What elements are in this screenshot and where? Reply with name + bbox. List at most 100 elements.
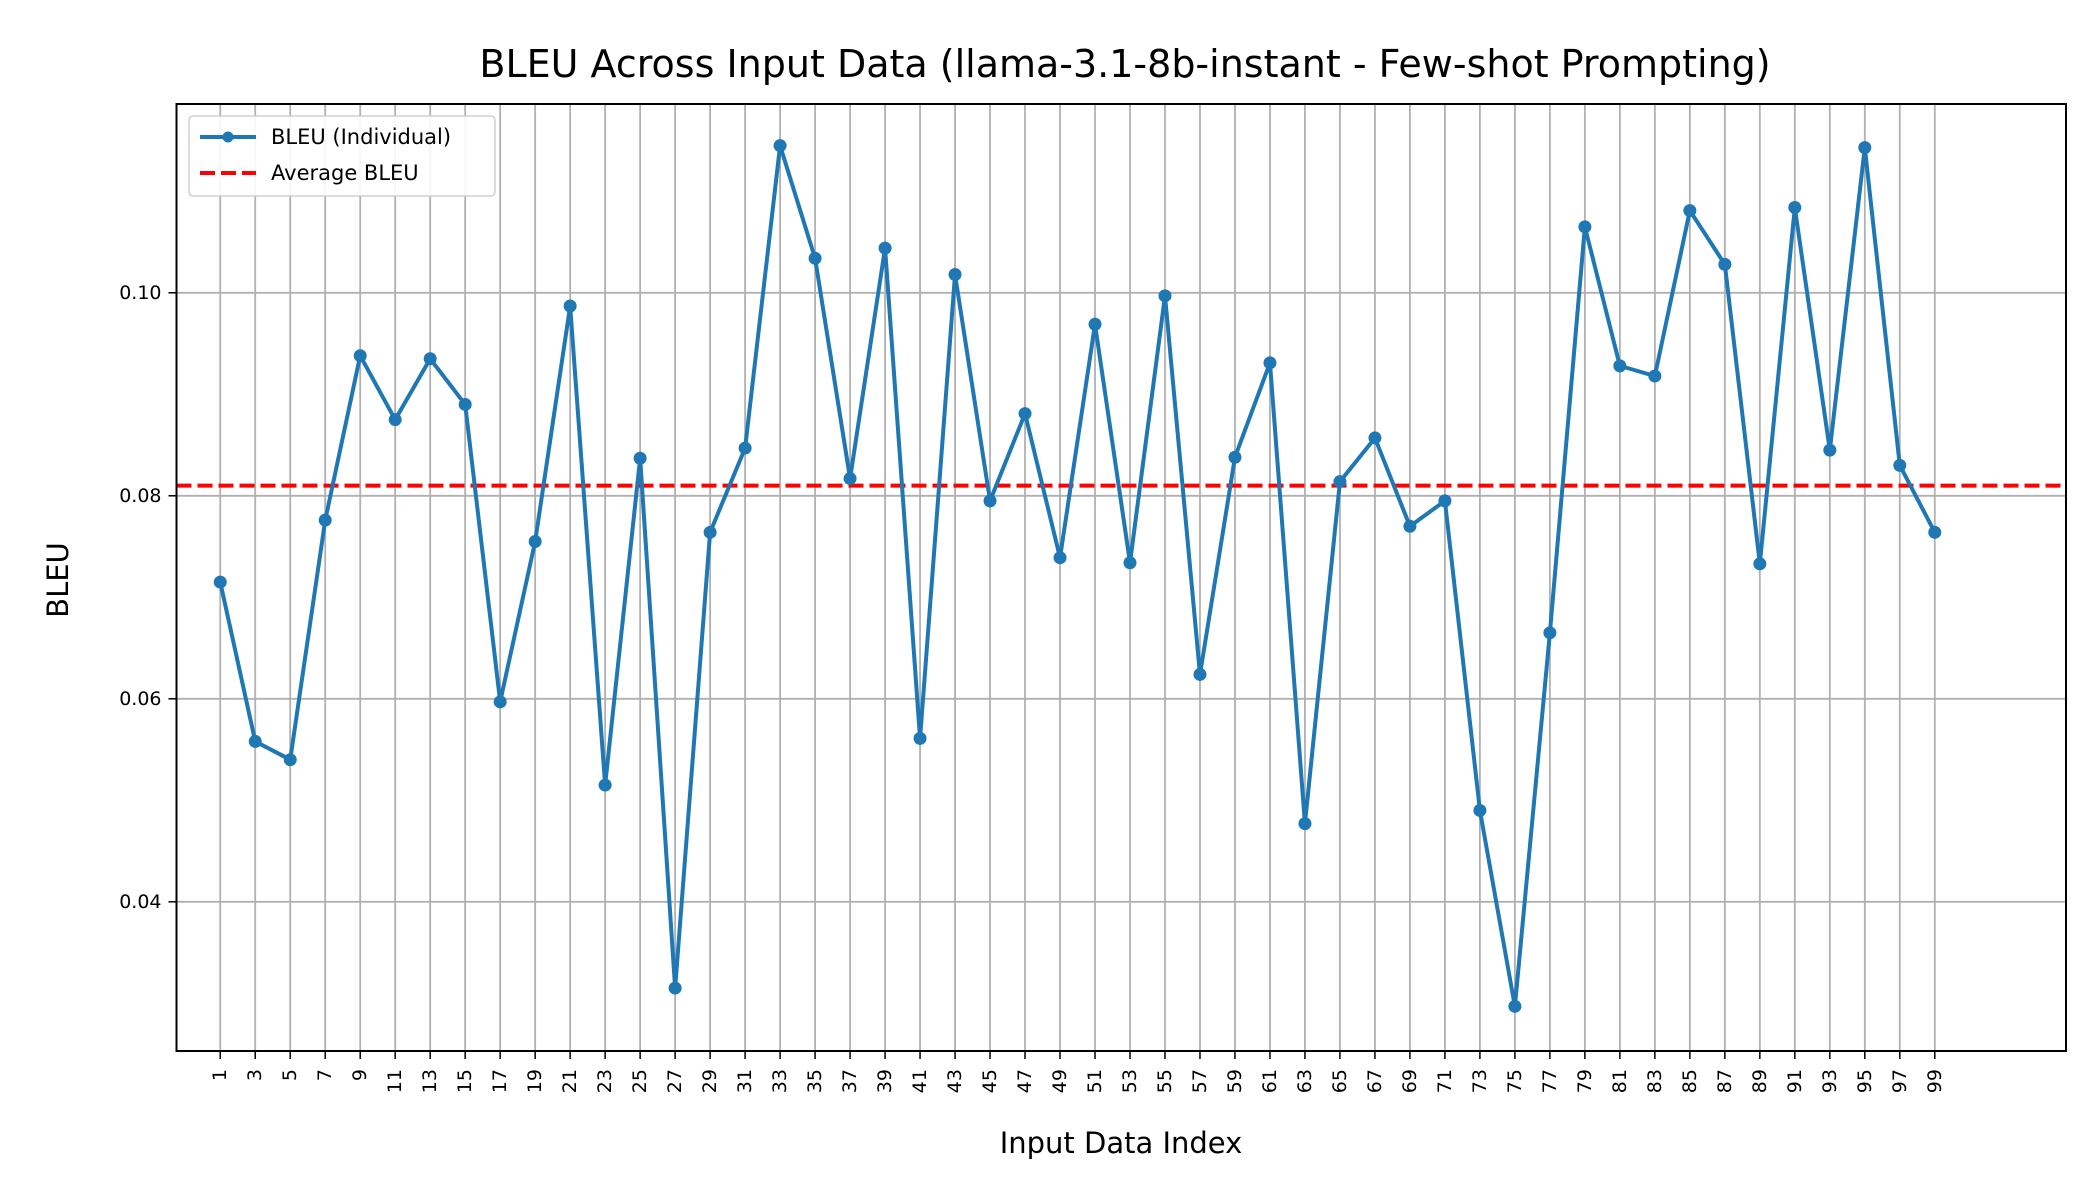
x-tick-label: 59 [1224, 1069, 1246, 1093]
bleu-data-point [1928, 525, 1942, 539]
bleu-data-point [1123, 556, 1137, 570]
bleu-data-point [353, 349, 367, 363]
x-tick-label: 67 [1364, 1069, 1386, 1093]
x-tick-label: 93 [1819, 1069, 1841, 1093]
bleu-data-point [1508, 999, 1522, 1013]
x-tick-label: 95 [1854, 1069, 1876, 1093]
x-tick-label: 29 [699, 1069, 721, 1093]
bleu-data-point [1473, 803, 1487, 817]
bleu-data-point [773, 139, 787, 153]
x-tick-label: 9 [349, 1069, 371, 1081]
x-tick-label: 53 [1119, 1069, 1141, 1093]
x-tick-label: 17 [489, 1069, 511, 1093]
bleu-data-point [1403, 519, 1417, 533]
bleu-data-point [1543, 626, 1557, 640]
bleu-data-point [1053, 551, 1067, 565]
x-tick-label: 35 [804, 1069, 826, 1093]
x-tick-label: 1 [209, 1069, 231, 1081]
x-tick-label: 39 [874, 1069, 896, 1093]
y-axis-label: BLEU [41, 542, 75, 618]
grid-lines [176, 104, 2066, 1051]
bleu-data-point [318, 513, 332, 527]
bleu-data-point [1193, 667, 1207, 681]
x-tick-label: 79 [1574, 1069, 1596, 1093]
y-tick-label: 0.08 [119, 485, 161, 507]
x-tick-label: 31 [734, 1069, 756, 1093]
bleu-data-point [1753, 557, 1767, 571]
x-tick-label: 7 [314, 1069, 336, 1081]
bleu-data-point [878, 241, 892, 255]
x-tick-label: 77 [1539, 1069, 1561, 1093]
x-tick-label: 11 [384, 1069, 406, 1093]
series-layer [213, 139, 1942, 1013]
bleu-data-point [668, 981, 682, 995]
bleu-data-point [1648, 369, 1662, 383]
x-tick-label: 73 [1469, 1069, 1491, 1093]
bleu-data-point [1438, 494, 1452, 508]
bleu-data-point [1858, 141, 1872, 155]
bleu-data-point [458, 397, 472, 411]
chart-title: BLEU Across Input Data (llama-3.1-8b-ins… [479, 42, 1770, 86]
x-tick-label: 65 [1329, 1069, 1351, 1093]
bleu-data-point [598, 778, 612, 792]
bleu-data-point [493, 695, 507, 709]
x-tick-label: 69 [1399, 1069, 1421, 1093]
x-tick-label: 45 [979, 1069, 1001, 1093]
bleu-data-point [1823, 443, 1837, 457]
y-tick-label: 0.10 [119, 282, 161, 304]
bleu-data-point [1578, 220, 1592, 234]
x-tick-label: 49 [1049, 1069, 1071, 1093]
legend-marker-individual [222, 131, 234, 143]
bleu-data-point [843, 472, 857, 486]
bleu-data-point [1263, 356, 1277, 370]
x-tick-label: 91 [1784, 1069, 1806, 1093]
bleu-data-point [1298, 817, 1312, 831]
bleu-data-point [248, 734, 262, 748]
x-tick-label: 57 [1189, 1069, 1211, 1093]
x-tick-label: 51 [1084, 1069, 1106, 1093]
x-tick-label: 55 [1154, 1069, 1176, 1093]
bleu-data-point [1893, 458, 1907, 472]
bleu-data-point [1613, 359, 1627, 373]
bleu-data-point [948, 268, 962, 282]
y-tick-label: 0.04 [119, 891, 161, 913]
x-tick-label: 25 [629, 1069, 651, 1093]
bleu-data-point [1158, 289, 1172, 303]
x-tick-label: 83 [1644, 1069, 1666, 1093]
x-tick-label: 47 [1014, 1069, 1036, 1093]
x-tick-label: 13 [419, 1069, 441, 1093]
legend-label-average: Average BLEU [271, 161, 419, 185]
legend-box [188, 115, 496, 197]
x-tick-label: 75 [1504, 1069, 1526, 1093]
bleu-data-point [563, 299, 577, 313]
bleu-data-point [1018, 407, 1032, 421]
x-tick-label: 63 [1294, 1069, 1316, 1093]
x-tick-label: 85 [1679, 1069, 1701, 1093]
bleu-data-point [213, 575, 227, 589]
x-tick-label: 71 [1434, 1069, 1456, 1093]
plot-area-frame [175, 103, 2067, 1052]
legend: BLEU (Individual) Average BLEU [188, 115, 496, 197]
x-tick-label: 23 [594, 1069, 616, 1093]
bleu-data-point [1368, 431, 1382, 445]
x-tick-label: 27 [664, 1069, 686, 1093]
bleu-data-point [283, 753, 297, 767]
x-tick-label: 19 [524, 1069, 546, 1093]
x-tick-label: 33 [769, 1069, 791, 1093]
x-tick-label: 37 [839, 1069, 861, 1093]
bleu-data-point [423, 352, 437, 366]
x-tick-label: 87 [1714, 1069, 1736, 1093]
bleu-data-point [633, 451, 647, 465]
x-tick-label: 21 [559, 1069, 581, 1093]
x-tick-label: 61 [1259, 1069, 1281, 1093]
bleu-data-point [1683, 204, 1697, 218]
bleu-data-point [1088, 317, 1102, 331]
x-tick-label: 15 [454, 1069, 476, 1093]
bleu-data-point [1333, 475, 1347, 489]
bleu-data-point [913, 731, 927, 745]
x-tick-label: 5 [279, 1069, 301, 1081]
x-axis-label: Input Data Index [1000, 1126, 1243, 1160]
x-tick-label: 97 [1889, 1069, 1911, 1093]
